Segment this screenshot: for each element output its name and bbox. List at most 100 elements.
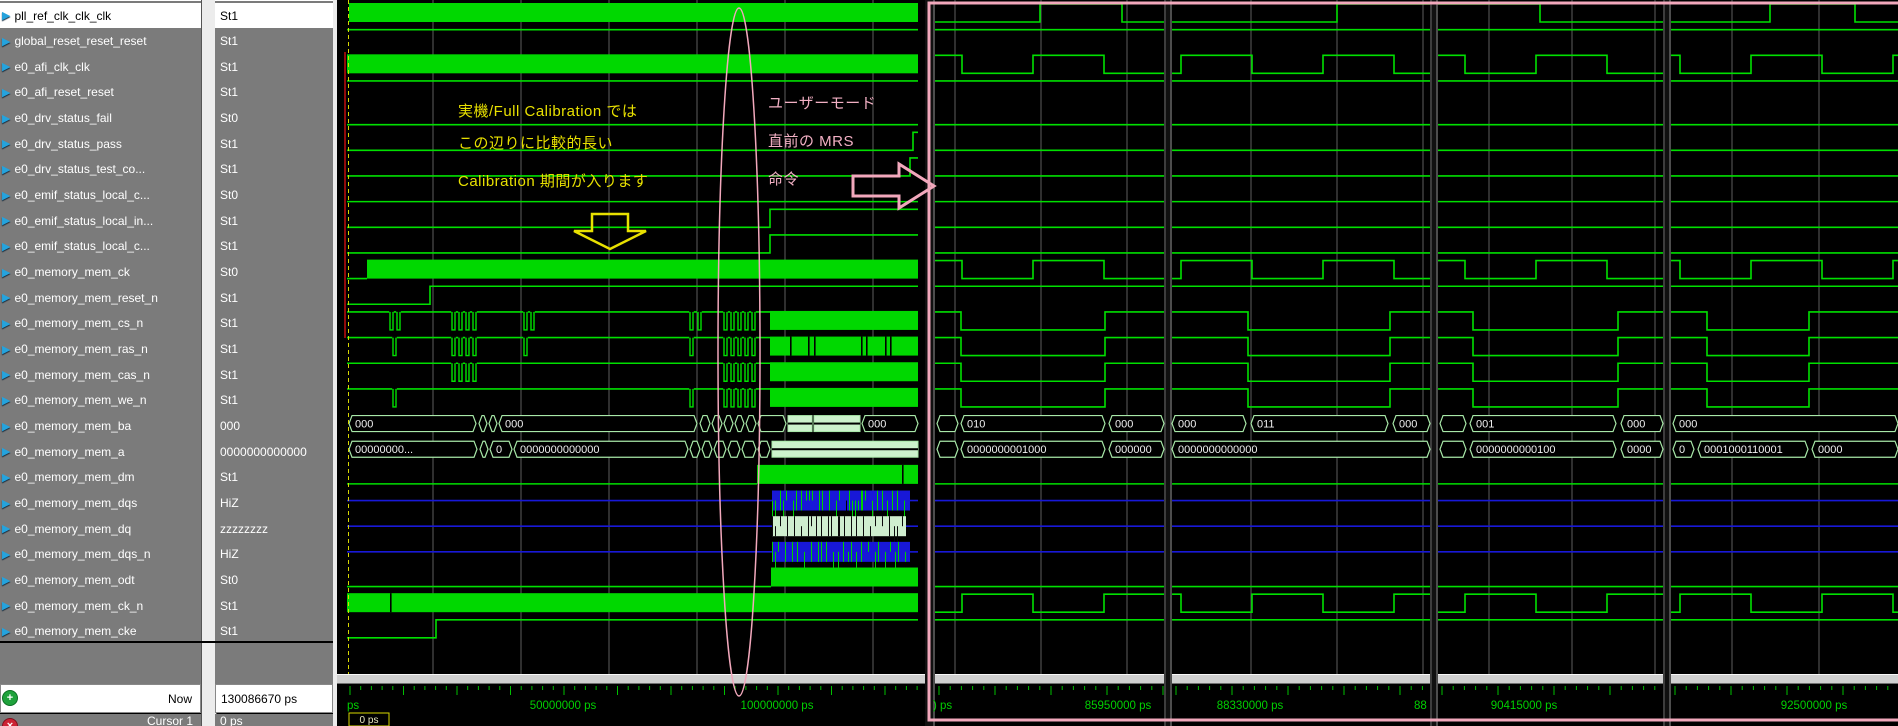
signal-row-name[interactable]: ▶ e0_memory_mem_ck_n [0,593,201,618]
wave-row[interactable] [347,464,1898,485]
signal-row-value[interactable]: St1 [220,136,239,151]
signal-row-name[interactable]: ▶ e0_memory_mem_dq [0,516,201,541]
signal-row-value[interactable]: St1 [220,316,239,331]
wave-row[interactable]: 000 000 000 010 000 000 011 000 001 000 000 [348,414,1898,433]
signal-row-name[interactable]: ▶ e0_memory_mem_dqs_n [0,542,201,567]
signal-name-label: e0_memory_mem_odt [14,573,135,588]
wave-row[interactable] [347,54,1898,75]
signal-row-name[interactable]: ▶ e0_emif_status_local_in... [0,208,201,233]
signal-row-value[interactable]: St0 [220,265,239,280]
signal-arrow-icon: ▶ [2,138,11,151]
wave-row[interactable] [347,516,1898,547]
timeline-label: 88 [1414,700,1427,712]
signal-row-value[interactable]: St1 [220,598,239,613]
signal-arrow-icon: ▶ [2,523,11,536]
signal-arrow-icon: ▶ [2,189,11,202]
signal-row-value[interactable]: St0 [220,573,239,588]
wave-row[interactable] [347,285,1898,306]
signal-arrow-icon: ▶ [2,369,11,382]
wave-row[interactable] [347,259,1898,280]
signal-row-value[interactable]: St1 [220,239,239,254]
signal-arrow-icon: ▶ [2,35,11,48]
signal-row-name[interactable]: ▶ e0_drv_status_pass [0,131,201,156]
signal-row-value[interactable]: St1 [220,393,239,408]
signal-row-name[interactable]: ▶ e0_memory_mem_odt [0,568,201,593]
cursor1-flag[interactable] [348,712,390,726]
signal-arrow-icon: ▶ [2,292,11,305]
signal-arrow-icon: ▶ [2,574,11,587]
calibration-note-line1: 実機/Full Calibration では [458,103,638,120]
signal-row-name[interactable]: ▶ e0_memory_mem_a [0,439,201,464]
right-arrow-icon [851,161,937,211]
wave-row[interactable] [347,387,1898,408]
wave-row[interactable] [347,310,1898,331]
signal-row-value[interactable]: St1 [220,624,239,639]
signal-row-value[interactable]: zzzzzzzz [220,521,268,536]
usermode-note-line1: ユーザーモード [768,95,877,112]
signal-row-value[interactable]: St1 [215,3,333,28]
wave-row[interactable] [347,541,1898,572]
signal-row-value[interactable]: 000 [220,419,241,434]
wave-row[interactable] [347,131,1898,152]
signal-row-name[interactable]: ▶ e0_emif_status_local_c... [0,183,201,208]
signal-row-name[interactable]: ▶ e0_memory_mem_ck [0,260,201,285]
signal-row-name[interactable]: ▶ e0_emif_status_local_c... [0,234,201,259]
signal-row-name[interactable]: ▶ e0_memory_mem_cs_n [0,311,201,336]
svg-text:000: 000 [1115,419,1133,431]
signal-row-value[interactable]: St1 [220,213,239,228]
signal-row-value[interactable]: HiZ [220,496,239,511]
signal-name-label: e0_afi_reset_reset [14,85,114,100]
signal-row-name[interactable]: ▶ e0_memory_mem_ras_n [0,337,201,362]
wave-row[interactable] [347,593,1898,613]
signal-name-label: e0_drv_status_test_co... [14,162,146,177]
wave-row[interactable] [347,619,1898,639]
signal-name-label: e0_memory_mem_dqs_n [14,547,151,562]
wave-row[interactable] [347,157,1898,177]
wave-row[interactable] [347,336,1898,357]
signal-row-value[interactable]: St1 [220,85,239,100]
signal-row-value[interactable]: St0 [220,188,239,203]
signal-row-name[interactable]: ▶ e0_drv_status_fail [0,106,201,131]
timeline-label: ps [347,700,359,712]
cursor1-label[interactable]: Cursor 1 [0,714,201,726]
wave-row[interactable] [347,362,1898,383]
wave-row[interactable] [347,234,1898,254]
svg-text:0000: 0000 [1627,444,1651,456]
signal-name-label: e0_afi_clk_clk [14,59,90,74]
signal-row-value[interactable]: HiZ [220,547,239,562]
signal-row-name[interactable]: ▶ e0_memory_mem_ba [0,414,201,439]
svg-text:001: 001 [1476,419,1494,431]
signal-row-name[interactable]: ▶ e0_memory_mem_dm [0,465,201,490]
signal-row-name[interactable]: ▶ e0_memory_mem_dqs [0,491,201,516]
signal-row-value[interactable]: St1 [220,290,239,305]
signal-row-name[interactable]: ▶ pll_ref_clk_clk_clk [0,3,201,28]
signal-row-name[interactable]: ▶ e0_memory_mem_reset_n [0,285,201,310]
signal-row-value[interactable]: St1 [220,342,239,357]
signal-name-label: e0_memory_mem_dq [14,521,132,536]
signal-row-name[interactable]: ▶ e0_memory_mem_cas_n [0,362,201,387]
usermode-note-line2: 直前の MRS [768,133,855,150]
signal-name-label: e0_memory_mem_cas_n [14,367,150,382]
add-cursor-icon[interactable]: + [2,690,18,706]
signal-row-name[interactable]: ▶ global_reset_reset_reset [0,29,201,54]
signal-row-name[interactable]: ▶ e0_memory_mem_we_n [0,388,201,413]
wave-row[interactable]: 00000000... 0 0000000000000 0000000001000 00… [348,440,1898,458]
signal-row-value[interactable]: St0 [220,111,239,126]
wave-row[interactable] [347,490,1898,521]
signal-row-value[interactable]: St1 [220,367,239,382]
signal-row-name[interactable]: ▶ e0_afi_clk_clk [0,54,201,79]
signal-row-name[interactable]: ▶ e0_afi_reset_reset [0,80,201,105]
signal-row-value[interactable]: St1 [220,470,239,485]
signal-row-value[interactable]: St1 [220,34,239,49]
wave-row[interactable] [347,567,1898,588]
wave-row[interactable] [347,208,1898,229]
signal-row-value[interactable]: 0000000000000 [220,444,307,459]
signal-name-label: e0_emif_status_local_c... [14,188,150,203]
signal-row-name[interactable]: ▶ e0_memory_mem_cke [0,619,201,644]
signal-row-value[interactable]: St1 [220,162,239,177]
signal-row-name[interactable]: ▶ e0_drv_status_test_co... [0,157,201,182]
svg-text:000: 000 [1399,419,1417,431]
svg-text:0000000000100: 0000000000100 [1476,444,1556,456]
signal-row-value[interactable]: St1 [220,59,239,74]
